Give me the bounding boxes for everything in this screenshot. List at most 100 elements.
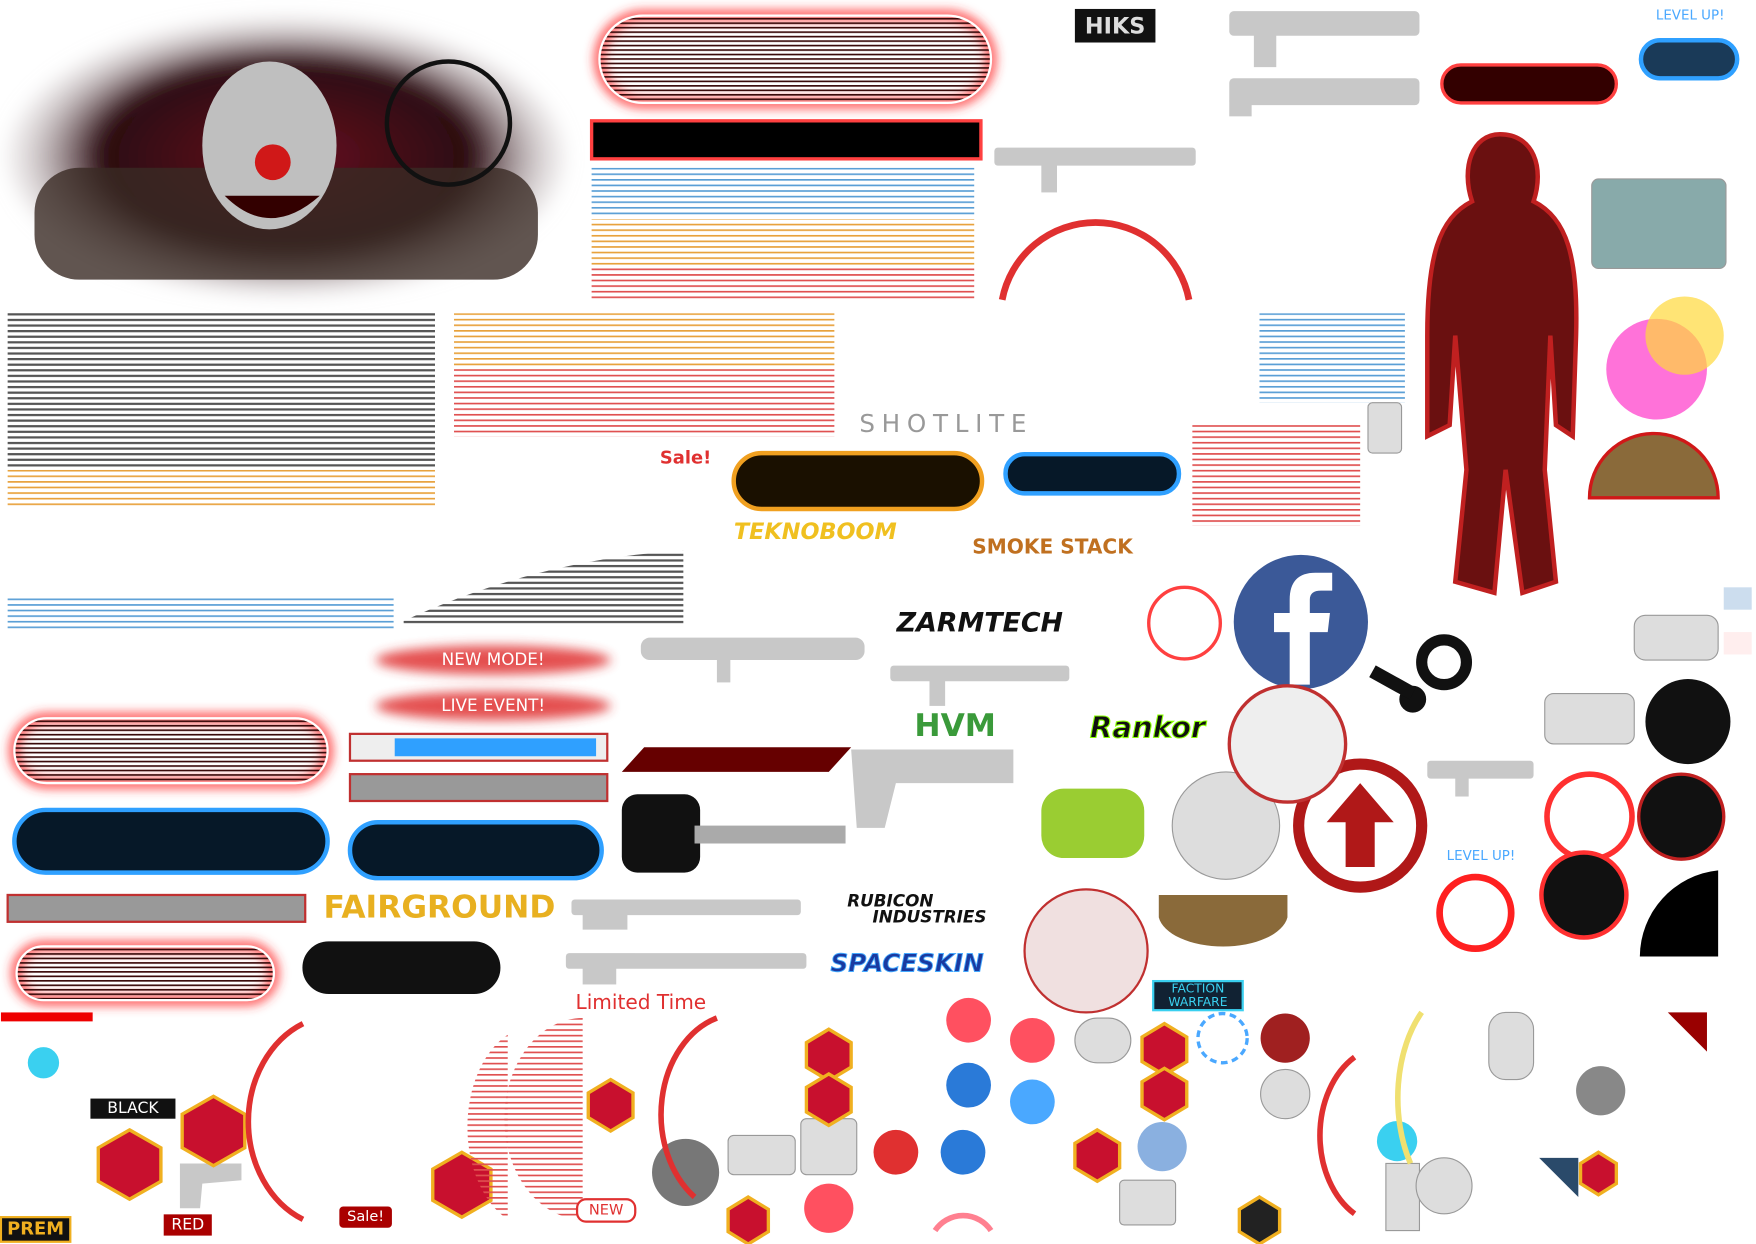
sprite-circle xyxy=(946,1062,991,1108)
arcs xyxy=(245,1010,1424,1233)
sprite-circle xyxy=(1415,1157,1473,1215)
sprite-rect xyxy=(1544,693,1635,745)
sprite-rect xyxy=(1229,78,1420,106)
sprite-rect xyxy=(1455,776,1469,797)
sale-bg xyxy=(338,1205,394,1229)
logo-text: HVM xyxy=(914,708,996,744)
banner-text: Limited Time xyxy=(575,990,706,1014)
level-up: LEVEL UP! xyxy=(1656,9,1725,24)
facebook-f xyxy=(1274,572,1333,685)
sprite-circle xyxy=(1260,1068,1311,1120)
logo-text: INDUSTRIES xyxy=(872,906,986,926)
sprite-circle xyxy=(1196,1011,1249,1065)
tag-text: RED xyxy=(171,1214,204,1233)
sprite-circle xyxy=(940,1129,986,1175)
red-pill xyxy=(9,63,1619,1005)
sprite-path xyxy=(1317,1054,1357,1217)
clown-banner xyxy=(6,16,566,297)
banner-text: NEW MODE! xyxy=(442,649,545,669)
prem-bg xyxy=(0,1216,72,1243)
gear-icon xyxy=(621,794,701,873)
stripes xyxy=(591,219,975,267)
half-dial xyxy=(1227,684,1348,804)
sprite-rect xyxy=(1633,614,1719,661)
sprite-circle xyxy=(873,1129,919,1175)
emblems xyxy=(96,1021,1619,1244)
sprite-rect xyxy=(1119,1179,1177,1226)
corner xyxy=(1639,870,1719,957)
half-dial xyxy=(1587,431,1720,500)
logo-text: SHOTLITE xyxy=(859,409,1033,438)
stripes xyxy=(7,469,435,506)
sprite-circle xyxy=(1137,1122,1187,1172)
logo-text: WARFARE xyxy=(1168,995,1227,1009)
tag-text: PREM xyxy=(7,1218,64,1239)
sprite-path xyxy=(726,1195,771,1244)
sprite-path xyxy=(1395,1010,1424,1165)
stripes xyxy=(7,311,435,468)
ring xyxy=(1147,585,1223,661)
new-mode-glow xyxy=(375,645,611,675)
sprite-path xyxy=(658,1015,718,1200)
sprite-path xyxy=(804,1071,853,1128)
sprite-rect xyxy=(12,807,330,875)
sprite-path xyxy=(1578,1150,1619,1197)
sprite-rect xyxy=(1385,1162,1421,1232)
sprite-path xyxy=(224,195,320,219)
sprite-path xyxy=(1140,1066,1189,1122)
dollar-badge xyxy=(1645,679,1731,765)
black-bg xyxy=(90,1098,176,1119)
black-pill xyxy=(299,938,504,998)
corner xyxy=(1539,1157,1579,1198)
sprite-circle xyxy=(1010,1079,1055,1125)
stripes xyxy=(591,167,975,215)
sprite-path xyxy=(1369,665,1417,700)
sprite-path xyxy=(1237,1195,1282,1244)
sprite-rect xyxy=(1638,38,1740,81)
sprite-circle xyxy=(1376,1120,1418,1162)
sprite-circle xyxy=(1576,1066,1626,1116)
sprite-path xyxy=(1073,1127,1122,1184)
sprite-path xyxy=(179,1163,242,1209)
half-disc xyxy=(504,1018,583,1220)
logo-text: FAIRGROUND xyxy=(324,889,556,925)
sprite-circle xyxy=(384,59,513,187)
stripes xyxy=(7,598,394,630)
sprite-circle xyxy=(804,1183,854,1233)
sprite-rect xyxy=(13,717,329,785)
half-dial xyxy=(1158,894,1288,947)
red-bg xyxy=(162,1213,213,1237)
sprite-rect xyxy=(1041,163,1057,193)
gear-shaft xyxy=(694,825,846,844)
lock-badge xyxy=(1539,850,1629,940)
curve-stripes xyxy=(403,550,684,627)
sprite-circle xyxy=(1260,1013,1310,1063)
sprite-rect xyxy=(582,911,628,930)
sprite-path xyxy=(180,1094,247,1168)
gold-pill xyxy=(731,450,985,512)
hiks-bg xyxy=(1074,8,1156,43)
banner-text: LIVE EVENT! xyxy=(441,695,545,715)
red-slab xyxy=(621,747,852,772)
sprite-rect xyxy=(1253,33,1277,68)
ring xyxy=(1436,873,1515,953)
ring xyxy=(1544,771,1635,862)
sprite-rect xyxy=(582,964,617,985)
logo-text: SPACESKIN xyxy=(830,948,984,977)
sprite-rect xyxy=(994,147,1196,166)
sprite-rect xyxy=(1591,178,1727,270)
sprite-rect xyxy=(890,665,1070,682)
sprite-path xyxy=(245,1021,305,1222)
logo-text: FACTION xyxy=(1172,981,1225,995)
round-buttons xyxy=(27,997,1626,1233)
up-arrow xyxy=(1326,783,1394,867)
progress-bar xyxy=(6,893,307,923)
sprite-rect xyxy=(1440,63,1619,105)
stripes xyxy=(1192,425,1361,526)
progress-fill xyxy=(394,738,597,757)
grid-shapes xyxy=(1723,587,1752,655)
sprite-rect xyxy=(1229,100,1252,117)
live-event-glow xyxy=(375,691,611,721)
